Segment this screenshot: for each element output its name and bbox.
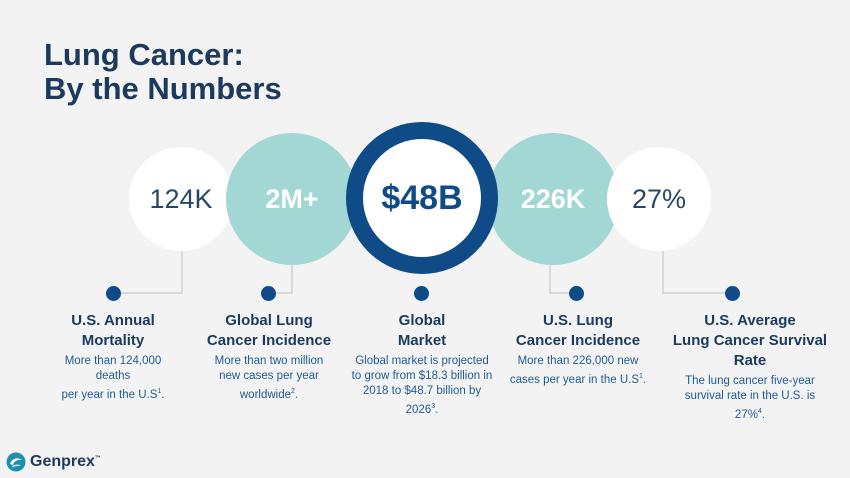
heading-line: U.S. Average xyxy=(704,312,796,329)
stat-heading: Global Lung Cancer Incidence xyxy=(199,311,339,351)
marker-dot-survival xyxy=(725,286,740,301)
stat-column-market: Global Market Global market is projected… xyxy=(346,311,498,418)
stat-description: More than two million new cases per year… xyxy=(199,354,339,403)
genprex-logo: Genprex™ xyxy=(6,452,101,472)
desc-line: deaths xyxy=(95,370,131,382)
heading-line: Rate xyxy=(733,352,767,369)
stat-value-survival: 27% xyxy=(631,183,687,214)
heading-line: Cancer Incidence xyxy=(206,332,332,349)
heading-line: Global xyxy=(398,312,446,329)
heading-line: Market xyxy=(397,332,447,349)
stat-circle-us-incidence: 226K xyxy=(487,133,619,265)
stat-circle-global-incidence: 2M+ xyxy=(226,133,358,265)
desc-line: new cases per year xyxy=(219,370,319,382)
stat-value-mortality: 124K xyxy=(149,183,213,214)
desc-line: The lung cancer five-year xyxy=(685,375,815,387)
desc-line: to grow from $18.3 billion in xyxy=(351,370,493,382)
marker-dot-mortality xyxy=(106,286,121,301)
stat-column-global-incidence: Global Lung Cancer Incidence More than t… xyxy=(199,311,339,403)
stat-value-us-incidence: 226K xyxy=(520,183,586,214)
genprex-logo-icon xyxy=(6,452,26,472)
stat-circle-mortality: 124K xyxy=(129,147,233,251)
heading-line: U.S. Annual xyxy=(71,312,155,329)
heading-line: Cancer Incidence xyxy=(515,332,641,349)
stat-heading: U.S. Lung Cancer Incidence xyxy=(505,311,651,351)
heading-line: Lung Cancer Survival xyxy=(672,332,828,349)
title-line-2: By the Numbers xyxy=(44,71,282,106)
desc-line: Global market is projected xyxy=(355,355,489,367)
stat-heading: Global Market xyxy=(346,311,498,351)
stat-column-survival: U.S. Average Lung Cancer Survival Rate T… xyxy=(663,311,837,423)
desc-line: More than two million xyxy=(214,355,324,367)
desc-line: More than 226,000 new xyxy=(517,355,639,367)
stat-column-mortality: U.S. Annual Mortality More than 124,000 … xyxy=(48,311,178,403)
marker-dot-market xyxy=(414,286,429,301)
desc-line: worldwide2. xyxy=(239,388,299,401)
title-line-1: Lung Cancer: xyxy=(44,37,244,72)
desc-line: 2018 to $48.7 billion by xyxy=(362,385,482,397)
desc-line: 27%4. xyxy=(734,408,766,421)
stat-circle-market: $48B xyxy=(346,122,498,274)
marker-dot-us-incidence xyxy=(569,286,584,301)
marker-dot-global-incidence xyxy=(261,286,276,301)
desc-line: survival rate in the U.S. is xyxy=(684,390,816,402)
heading-line: U.S. Lung xyxy=(543,312,613,329)
desc-line: cases per year in the U.S1. xyxy=(509,373,647,386)
page-title: Lung Cancer: By the Numbers xyxy=(44,38,282,106)
stat-heading: U.S. Average Lung Cancer Survival Rate xyxy=(663,311,837,371)
desc-line: per year in the U.S1. xyxy=(61,388,165,401)
stat-description: More than 124,000 deaths per year in the… xyxy=(48,354,178,403)
stat-description: Global market is projected to grow from … xyxy=(346,354,498,418)
stat-description: The lung cancer five-year survival rate … xyxy=(663,374,837,423)
genprex-logo-text: Genprex™ xyxy=(30,453,101,470)
heading-line: Mortality xyxy=(81,332,145,349)
stat-value-market: $48B xyxy=(381,178,463,217)
stat-circle-survival: 27% xyxy=(607,147,711,251)
desc-line: More than 124,000 xyxy=(64,355,162,367)
stat-column-us-incidence: U.S. Lung Cancer Incidence More than 226… xyxy=(505,311,651,388)
stat-value-global-incidence: 2M+ xyxy=(265,183,319,214)
desc-line: 20263. xyxy=(405,403,439,416)
stat-description: More than 226,000 new cases per year in … xyxy=(505,354,651,388)
heading-line: Global Lung xyxy=(225,312,313,329)
stat-heading: U.S. Annual Mortality xyxy=(48,311,178,351)
